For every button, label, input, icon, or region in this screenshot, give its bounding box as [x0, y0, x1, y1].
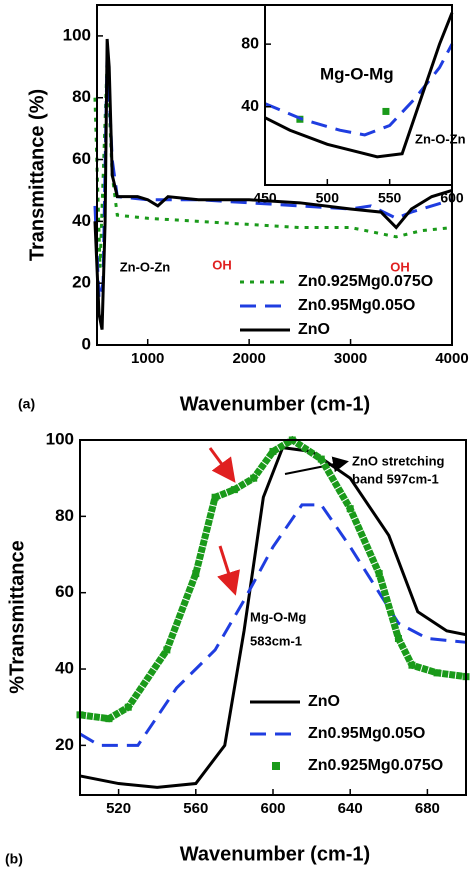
- y-tick-label: 60: [55, 582, 74, 601]
- series-line: [79, 445, 467, 789]
- y-tick-label: 80: [55, 506, 74, 525]
- y-tick-label: 100: [63, 25, 91, 44]
- annotation: OH: [212, 257, 232, 272]
- legend-marker: [272, 762, 280, 770]
- x-tick-label: 560: [183, 800, 208, 817]
- legend-label: Zn0.925Mg0.075O: [298, 273, 433, 290]
- x-tick-label: 3000: [334, 350, 367, 367]
- y-tick-label: 40: [241, 98, 259, 115]
- y-tick-label: 80: [241, 35, 259, 52]
- x-axis-label: Wavenumber (cm-1): [180, 843, 370, 865]
- x-tick-label: 520: [106, 800, 131, 817]
- annotation: Mg-O-Mg: [320, 64, 394, 83]
- annotation: OH: [390, 259, 410, 274]
- annotation: band 597cm-1: [352, 471, 439, 486]
- y-tick-label: 40: [55, 659, 74, 678]
- annotation: Zn-O-Zn: [120, 259, 171, 274]
- series-line: [264, 43, 454, 137]
- panel-label: (a): [18, 396, 35, 412]
- marker-trace: [79, 435, 467, 723]
- y-tick-label: 80: [72, 87, 91, 106]
- series-line: [93, 38, 453, 330]
- series-line: [93, 60, 453, 268]
- arrow: [217, 545, 240, 596]
- y-tick-label: 20: [72, 273, 91, 292]
- y-tick-label: 40: [72, 211, 91, 230]
- y-tick-label: 100: [46, 429, 74, 448]
- marker: [192, 570, 200, 578]
- y-axis-label: %Transmittance: [6, 540, 28, 693]
- annotation: Mg-O-Mg: [250, 609, 306, 624]
- x-tick-label: 1000: [131, 350, 164, 367]
- x-tick-label: 640: [338, 800, 363, 817]
- series-line: [264, 12, 454, 159]
- legend-label: Zn0.925Mg0.075O: [308, 757, 443, 774]
- y-tick-label: 20: [55, 735, 74, 754]
- marker: [382, 107, 390, 115]
- legend-label: ZnO: [308, 693, 340, 710]
- x-tick-label: 4000: [435, 350, 468, 367]
- x-tick-label: 550: [378, 190, 402, 206]
- series-line: [79, 503, 467, 747]
- series-line: [93, 51, 453, 300]
- x-tick-label: 2000: [232, 350, 265, 367]
- arrow: [208, 447, 236, 483]
- annotation: Zn-O-Zn: [415, 131, 466, 146]
- annotation: ZnO stretching: [352, 453, 445, 468]
- x-tick-label: 450: [253, 190, 277, 206]
- y-tick-label: 0: [82, 334, 91, 353]
- y-tick-label: 60: [72, 149, 91, 168]
- x-axis-label: Wavenumber (cm-1): [180, 393, 370, 415]
- y-axis-label: Transmittance (%): [26, 89, 48, 261]
- arrow: [284, 456, 349, 475]
- legend-label: Zn0.95Mg0.05O: [308, 725, 425, 742]
- axes-frame: [264, 4, 453, 186]
- x-tick-label: 600: [260, 800, 285, 817]
- x-tick-label: 600: [440, 190, 464, 206]
- x-tick-label: 680: [415, 800, 440, 817]
- legend-label: Zn0.95Mg0.05O: [298, 297, 415, 314]
- panel-label: (b): [5, 851, 23, 867]
- x-tick-label: 500: [316, 190, 340, 206]
- legend-label: ZnO: [298, 321, 330, 338]
- inset-background: [265, 5, 452, 185]
- annotation: 583cm-1: [250, 633, 302, 648]
